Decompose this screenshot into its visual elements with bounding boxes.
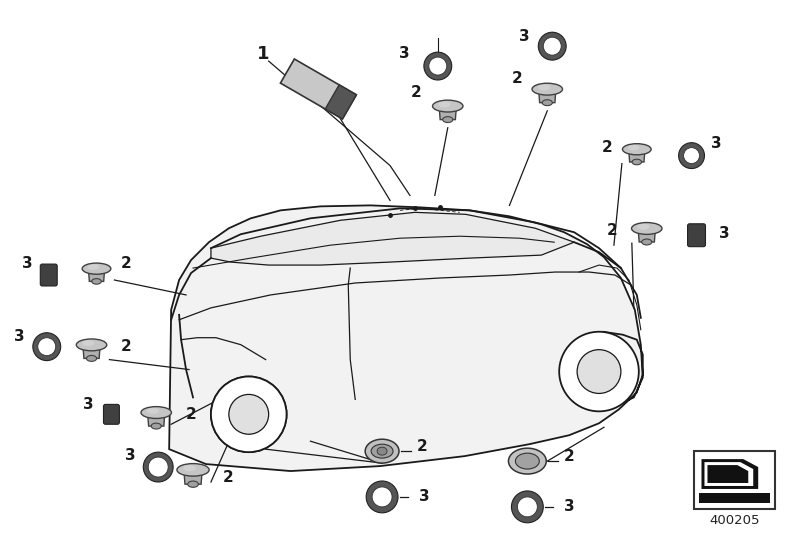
Text: 2: 2 (186, 407, 197, 422)
Polygon shape (539, 92, 556, 102)
Polygon shape (629, 152, 645, 162)
Circle shape (372, 487, 392, 507)
Ellipse shape (438, 101, 450, 108)
Polygon shape (707, 465, 748, 483)
Ellipse shape (433, 100, 463, 112)
Polygon shape (705, 462, 754, 486)
Ellipse shape (188, 481, 198, 487)
Text: 1: 1 (258, 45, 270, 63)
FancyBboxPatch shape (40, 264, 58, 286)
Polygon shape (148, 415, 165, 426)
Ellipse shape (365, 439, 399, 463)
Ellipse shape (92, 279, 102, 284)
Circle shape (577, 349, 621, 394)
Ellipse shape (642, 239, 652, 245)
Text: 2: 2 (512, 71, 522, 86)
Circle shape (543, 37, 561, 55)
Circle shape (424, 52, 452, 80)
Circle shape (511, 491, 543, 523)
Text: 3: 3 (719, 226, 730, 241)
Circle shape (229, 394, 269, 434)
Text: 2: 2 (222, 469, 234, 484)
Text: 2: 2 (602, 140, 612, 155)
Polygon shape (326, 85, 356, 119)
Text: 3: 3 (22, 255, 32, 270)
Ellipse shape (177, 464, 209, 476)
Circle shape (683, 148, 699, 164)
Ellipse shape (628, 145, 639, 151)
Text: 400205: 400205 (709, 514, 759, 528)
FancyBboxPatch shape (687, 224, 706, 246)
Polygon shape (439, 109, 456, 120)
Text: 3: 3 (519, 29, 530, 44)
Circle shape (559, 332, 639, 412)
Polygon shape (702, 459, 758, 489)
Text: 3: 3 (83, 397, 94, 412)
Circle shape (429, 57, 446, 75)
Text: 3: 3 (125, 447, 136, 463)
Circle shape (33, 333, 61, 361)
Polygon shape (211, 212, 574, 265)
Circle shape (211, 376, 286, 452)
Ellipse shape (146, 408, 159, 414)
Text: 2: 2 (121, 255, 132, 270)
Circle shape (211, 376, 286, 452)
Ellipse shape (515, 453, 539, 469)
Ellipse shape (82, 340, 94, 346)
Ellipse shape (82, 263, 111, 274)
Polygon shape (169, 206, 642, 471)
Polygon shape (83, 347, 100, 358)
Text: 3: 3 (418, 489, 429, 505)
Circle shape (518, 497, 538, 517)
Ellipse shape (442, 116, 453, 123)
Ellipse shape (141, 407, 171, 418)
FancyBboxPatch shape (103, 404, 119, 424)
Ellipse shape (183, 465, 196, 471)
Ellipse shape (632, 159, 642, 165)
Ellipse shape (532, 83, 562, 95)
Polygon shape (89, 271, 105, 281)
Ellipse shape (622, 144, 651, 155)
Ellipse shape (638, 224, 650, 230)
Ellipse shape (631, 222, 662, 235)
Ellipse shape (87, 264, 99, 270)
Ellipse shape (538, 85, 550, 90)
Circle shape (143, 452, 173, 482)
Text: 3: 3 (398, 45, 410, 60)
Circle shape (678, 143, 705, 169)
Text: 3: 3 (14, 329, 24, 344)
Ellipse shape (371, 444, 393, 458)
Circle shape (38, 338, 56, 356)
Ellipse shape (76, 339, 106, 351)
Ellipse shape (151, 423, 162, 429)
Circle shape (366, 481, 398, 513)
Bar (698, 493, 770, 503)
Text: 2: 2 (121, 339, 132, 354)
Circle shape (148, 457, 168, 477)
Ellipse shape (377, 447, 387, 455)
Circle shape (538, 32, 566, 60)
Bar (694, 451, 775, 509)
Polygon shape (638, 231, 655, 242)
Ellipse shape (86, 356, 97, 361)
Text: 3: 3 (711, 136, 722, 151)
Polygon shape (184, 473, 202, 484)
Polygon shape (281, 59, 356, 119)
Text: 2: 2 (410, 86, 422, 100)
Text: 2: 2 (564, 449, 574, 464)
Text: 2: 2 (606, 223, 618, 238)
Text: 3: 3 (564, 500, 574, 515)
Ellipse shape (542, 100, 552, 106)
Text: 2: 2 (417, 438, 427, 454)
Ellipse shape (509, 448, 546, 474)
